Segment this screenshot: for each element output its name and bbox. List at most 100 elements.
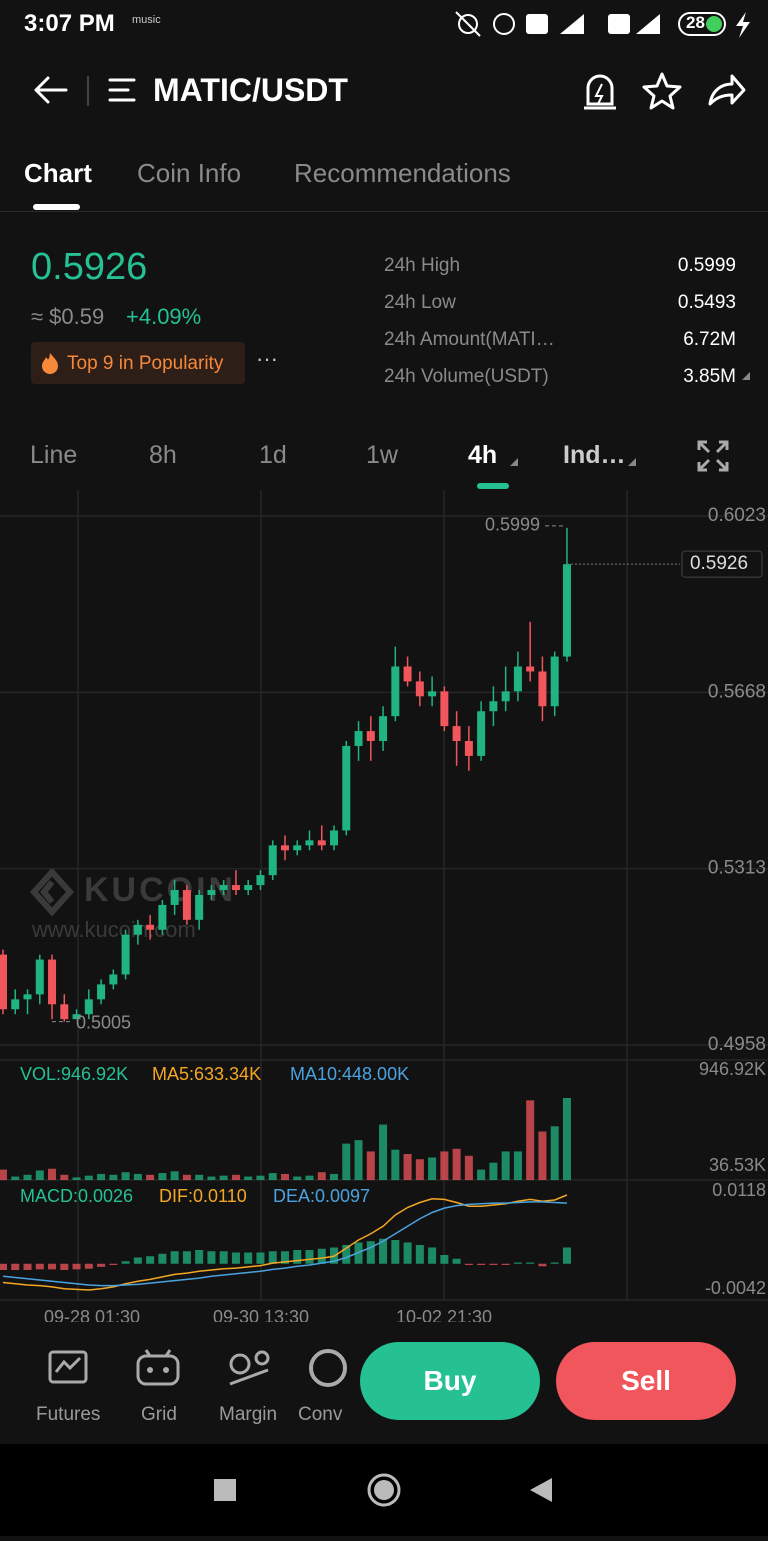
candle-body	[84, 999, 93, 1015]
more-icon[interactable]: ···	[256, 346, 278, 371]
volume-bar	[464, 1155, 473, 1180]
interval-indicator	[477, 483, 509, 489]
candle-body	[366, 731, 375, 742]
tool-label[interactable]: Conv	[298, 1404, 343, 1425]
watermark-url: www.kucoin.com	[31, 917, 196, 942]
macd-bar	[317, 1248, 326, 1264]
interval-active[interactable]: 4h	[468, 441, 498, 469]
nav-buttons[interactable]	[0, 1444, 768, 1536]
candle-body	[403, 666, 412, 682]
stat-value: 3.85M	[683, 366, 736, 387]
tool-label[interactable]: Grid	[141, 1404, 177, 1425]
volume-bar	[72, 1177, 81, 1180]
watermark-logo	[29, 867, 75, 917]
candle-body	[244, 885, 253, 891]
stat-label: 24h Amount(MATI…	[384, 329, 555, 350]
usd-price: ≈ $0.59	[31, 304, 105, 329]
volume-bar	[60, 1174, 69, 1180]
candle-body	[562, 564, 571, 657]
volume-bar	[305, 1175, 314, 1180]
volume-bar	[195, 1174, 204, 1180]
volume-bar	[219, 1175, 228, 1180]
candle-body	[121, 934, 130, 975]
y-tick-label: 0.5313	[708, 858, 766, 879]
volume-bar	[440, 1151, 449, 1180]
macd-bar	[562, 1247, 571, 1264]
macd-bar	[146, 1256, 155, 1264]
macd-bar	[391, 1240, 400, 1264]
stat-value: 6.72M	[683, 329, 736, 350]
last-price: 0.5926	[31, 246, 148, 288]
macd-bar	[513, 1262, 522, 1264]
tool-label[interactable]: Futures	[36, 1404, 101, 1425]
macd-bar	[428, 1247, 437, 1264]
macd-bar	[526, 1262, 535, 1264]
indicators[interactable]: Ind…	[563, 441, 626, 469]
candle-body	[133, 924, 142, 935]
candle-body	[354, 731, 363, 746]
tab[interactable]: Chart	[24, 158, 92, 188]
macd-bar	[244, 1252, 253, 1264]
volume-bar	[207, 1176, 216, 1180]
volume-tick-label: 946.92K	[699, 1059, 766, 1079]
fire-icon	[42, 353, 58, 374]
header-icons[interactable]	[30, 72, 150, 112]
candle-body	[268, 845, 277, 876]
stat-value: 0.5999	[677, 255, 736, 276]
tool-label[interactable]: Margin	[219, 1404, 278, 1425]
last-price-label: 0.5926	[690, 553, 748, 574]
divider	[0, 211, 768, 212]
volume-legend: VOL:946.92K	[20, 1064, 128, 1084]
x-tick-label: 09-28 01:30	[44, 1307, 140, 1322]
tab[interactable]: Recommendations	[294, 158, 511, 188]
price-change: +4.09%	[126, 304, 202, 329]
x-tick-label: 09-30 13:30	[213, 1307, 309, 1322]
volume-bar	[562, 1098, 571, 1180]
macd-bar	[207, 1251, 216, 1264]
buy-button[interactable]: Buy	[360, 1342, 540, 1420]
macd-bar	[268, 1251, 277, 1264]
volume-bar	[513, 1151, 522, 1180]
header-actions[interactable]	[580, 70, 750, 112]
macd-legend: DIF:0.0110	[159, 1186, 247, 1206]
sell-button[interactable]: Sell	[556, 1342, 736, 1420]
candle-body	[35, 959, 44, 995]
macd-bar	[415, 1245, 424, 1264]
y-tick-label: 0.4958	[708, 1034, 766, 1055]
tab[interactable]: Coin Info	[137, 158, 242, 188]
candle-body	[48, 959, 57, 1005]
volume-legend: MA5:633.34K	[152, 1064, 261, 1084]
macd-bar	[11, 1263, 20, 1270]
candle-body	[489, 701, 498, 712]
candle-body	[330, 830, 339, 846]
candle-body	[342, 745, 351, 831]
volume-bar	[97, 1173, 106, 1180]
bottom-bar: Futures Grid Margin Conv Buy Sell	[0, 1322, 768, 1444]
interval[interactable]: 8h	[149, 441, 177, 469]
volume-bar	[342, 1143, 351, 1180]
popularity-badge[interactable]: Top 9 in Popularity	[31, 342, 245, 384]
volume-bar	[256, 1175, 265, 1180]
macd-legend: MACD:0.0026	[20, 1186, 133, 1206]
macd-bar	[501, 1263, 510, 1265]
volume-bar	[23, 1174, 32, 1180]
candle-body	[231, 885, 240, 891]
badge-text: Top 9 in Popularity	[67, 353, 224, 374]
interval[interactable]: 1w	[366, 441, 398, 469]
macd-bar	[366, 1241, 375, 1264]
macd-bar	[182, 1251, 191, 1264]
interval[interactable]: Line	[30, 441, 78, 469]
volume-bar	[489, 1162, 498, 1180]
interval[interactable]: 1d	[259, 441, 287, 469]
watermark: KUCOIN	[84, 871, 236, 909]
fullscreen-icon[interactable]	[697, 440, 729, 472]
tool-icons	[48, 1349, 347, 1387]
last-price-box	[681, 550, 763, 578]
candle-body	[440, 691, 449, 727]
macd-bar	[60, 1263, 69, 1270]
candle-body	[11, 999, 20, 1010]
stat-value: 0.5493	[677, 292, 736, 313]
macd-bar	[84, 1263, 93, 1269]
candle-body	[526, 666, 535, 672]
